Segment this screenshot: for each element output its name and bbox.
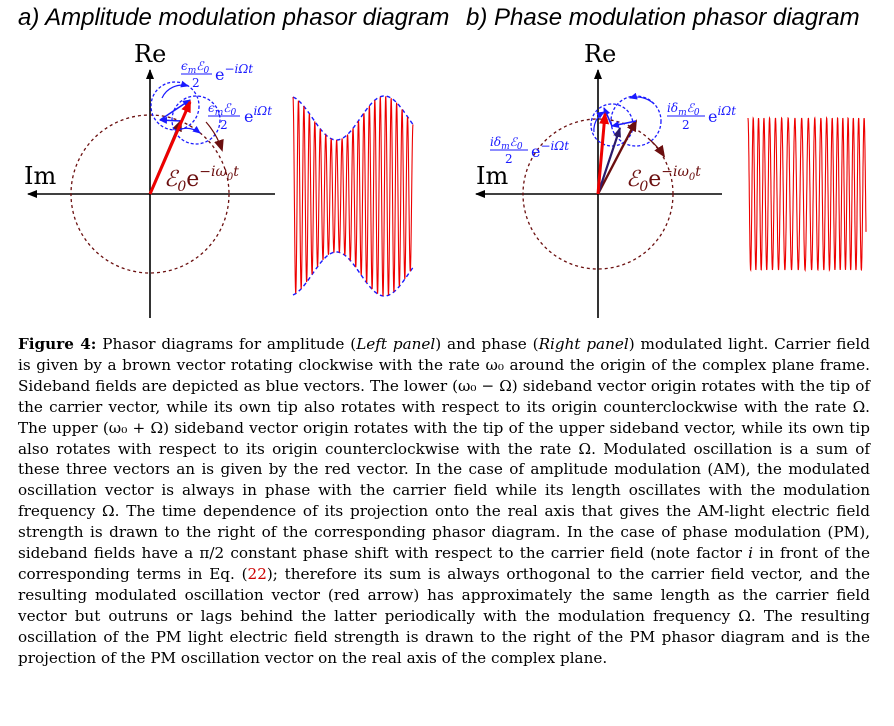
am-re-label: Re	[134, 40, 166, 68]
svg-text:2: 2	[220, 118, 228, 132]
caption-text-3: ) modulated light. Carrier field is give…	[18, 335, 870, 563]
svg-text:e−iΩt: e−iΩt	[215, 62, 253, 84]
svg-text:iδmℰ0: iδmℰ0	[667, 101, 700, 118]
pm-carrier-vector	[596, 119, 638, 195]
caption-text-4: in front of the corresponding terms in E…	[18, 544, 870, 583]
caption-text-5: ); therefore its sum is always orthogona…	[18, 564, 870, 667]
am-upper-sideband-circle	[171, 95, 221, 145]
am-carrier-rotation-arrow	[205, 121, 224, 152]
pm-sum-vector	[596, 127, 622, 195]
svg-text:eiΩt: eiΩt	[244, 104, 272, 126]
am-modulated-vector	[148, 100, 192, 195]
equation-reference-link[interactable]: 22	[247, 564, 267, 583]
caption-text-2: ) and phase (	[435, 335, 539, 353]
caption-left-panel: Left panel	[356, 335, 436, 353]
caption-text-1: Phasor diagrams for amplitude (	[96, 335, 357, 353]
svg-text:2: 2	[682, 118, 690, 132]
pm-carrier-rotation-arrow	[649, 139, 666, 158]
svg-text:e−iΩt: e−iΩt	[531, 139, 569, 161]
pm-phasor-diagram: Re Im ℰ0e−iω0t iδmℰ0 2 e−iΩt iδmℰ0 2 eiΩ…	[475, 40, 736, 318]
pm-waveform	[747, 116, 867, 273]
svg-text:eiΩt: eiΩt	[708, 104, 736, 126]
am-lower-sideband-vector	[159, 116, 182, 124]
phasor-figure: Re Im ℰ0e−iω0t ϵmℰ0 2 e−iΩt ϵmℰ0 2 eiΩt	[24, 40, 867, 318]
svg-text:ℰ0e−iω0t: ℰ0e−iω0t	[626, 164, 701, 195]
figure-caption: Figure 4: Phasor diagrams for amplitude …	[18, 334, 870, 669]
am-carrier-circle	[70, 114, 230, 274]
svg-text:ℰ0e−iω0t: ℰ0e−iω0t	[164, 164, 239, 195]
pm-carrier-label: ℰ0e−iω0t	[626, 164, 701, 195]
am-lower-sideband-label: ϵmℰ0 2 e−iΩt	[181, 59, 253, 90]
caption-right-panel: Right panel	[538, 335, 629, 353]
pm-re-label: Re	[584, 40, 616, 68]
am-rotation-arc-upper	[161, 80, 189, 99]
pm-im-label: Im	[476, 162, 508, 190]
pm-rotation-arc-lower	[593, 111, 605, 133]
am-upper-sideband-label: ϵmℰ0 2 eiΩt	[208, 101, 272, 132]
svg-text:ϵmℰ0: ϵmℰ0	[208, 101, 237, 118]
svg-text:iδmℰ0: iδmℰ0	[490, 135, 523, 152]
am-rotation-arc-lower	[177, 125, 201, 134]
svg-text:2: 2	[192, 76, 200, 90]
figure-label: Figure 4:	[18, 335, 97, 353]
svg-text:2: 2	[505, 152, 513, 166]
caption-factor-i: i	[748, 544, 753, 563]
panel-b-title: b) Phase modulation phasor diagram	[466, 4, 860, 31]
pm-modulated-vector	[596, 112, 610, 195]
pm-carrier-circle	[522, 118, 674, 270]
pm-upper-sideband-label: iδmℰ0 2 eiΩt	[667, 101, 736, 132]
am-lower-sideband-circle	[150, 81, 200, 131]
svg-text:ϵmℰ0: ϵmℰ0	[181, 59, 210, 76]
panel-a-title: a) Amplitude modulation phasor diagram	[18, 4, 450, 31]
pm-rotation-arc-upper	[629, 92, 655, 105]
pm-lower-sideband-vector	[611, 120, 637, 128]
am-carrier-label: ℰ0e−iω0t	[164, 164, 239, 195]
am-im-label: Im	[24, 162, 56, 190]
am-phasor-diagram: Re Im ℰ0e−iω0t ϵmℰ0 2 e−iΩt ϵmℰ0 2 eiΩt	[24, 40, 275, 318]
am-waveform	[292, 95, 414, 297]
